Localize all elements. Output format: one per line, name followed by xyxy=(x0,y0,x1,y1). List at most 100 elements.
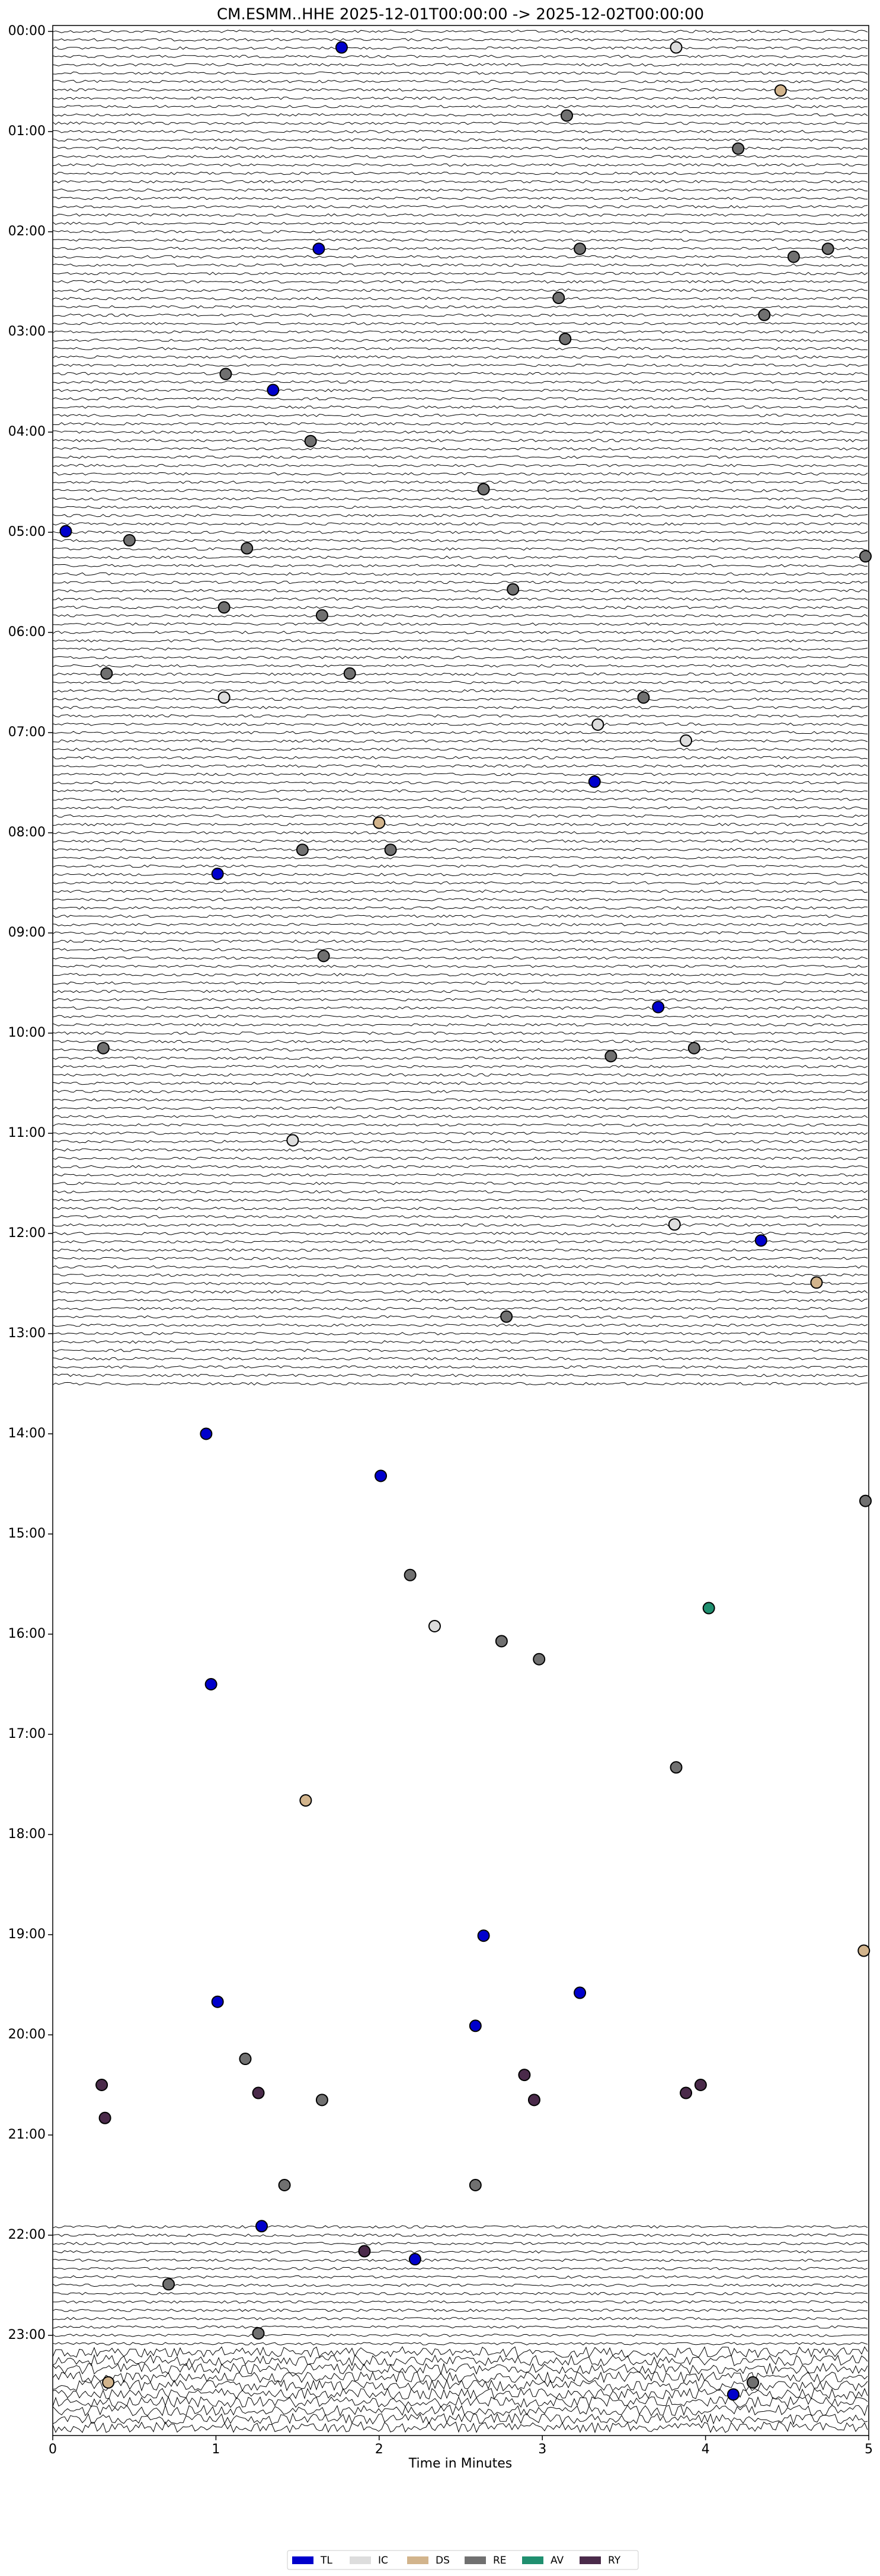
event-marker xyxy=(239,2053,252,2066)
trace xyxy=(52,338,868,342)
trace xyxy=(52,1073,868,1077)
trace xyxy=(52,514,868,517)
event-marker xyxy=(252,2327,265,2340)
event-marker xyxy=(559,333,572,346)
trace xyxy=(52,2379,868,2392)
trace xyxy=(52,288,868,292)
trace xyxy=(52,2233,868,2237)
trace xyxy=(52,1324,868,1327)
event-marker xyxy=(97,1041,110,1054)
trace xyxy=(52,2334,868,2337)
trace xyxy=(52,305,868,309)
event-marker xyxy=(335,41,348,54)
y-tick-label: 00:00 xyxy=(8,24,46,39)
trace xyxy=(52,1165,868,1169)
event-marker xyxy=(732,142,745,155)
trace xyxy=(52,1281,868,1286)
trace xyxy=(52,1357,868,1360)
event-marker xyxy=(343,667,356,680)
trace xyxy=(52,1315,868,1319)
event-marker xyxy=(810,1276,823,1289)
trace xyxy=(52,2362,868,2375)
trace xyxy=(52,1015,868,1018)
trace xyxy=(52,2371,868,2383)
trace xyxy=(52,1382,868,1386)
y-tick-label: 20:00 xyxy=(8,2027,46,2042)
trace xyxy=(52,1365,868,1369)
event-marker xyxy=(278,2179,291,2191)
y-tick-label: 23:00 xyxy=(8,2328,46,2342)
trace xyxy=(52,2317,868,2321)
trace xyxy=(52,388,868,392)
trace xyxy=(52,705,868,709)
event-marker xyxy=(495,1635,508,1648)
trace xyxy=(52,171,868,175)
trace xyxy=(52,122,868,125)
trace xyxy=(52,1332,868,1335)
trace xyxy=(52,789,868,793)
trace xyxy=(52,1173,868,1177)
trace xyxy=(52,823,868,826)
trace xyxy=(52,1273,868,1277)
trace xyxy=(52,372,868,376)
trace xyxy=(52,1123,868,1127)
trace xyxy=(52,539,868,542)
trace xyxy=(52,464,868,468)
trace xyxy=(52,614,868,618)
event-marker xyxy=(315,609,328,622)
trace xyxy=(52,931,868,935)
trace xyxy=(53,781,868,785)
event-marker xyxy=(477,482,490,496)
event-marker xyxy=(200,1427,213,1440)
event-marker xyxy=(518,2069,531,2082)
event-marker xyxy=(102,2376,115,2389)
trace xyxy=(52,439,868,442)
event-marker xyxy=(774,84,787,97)
trace xyxy=(52,589,868,593)
trace xyxy=(52,530,868,534)
legend-swatch xyxy=(350,2556,371,2564)
trace xyxy=(52,1348,868,1352)
event-marker xyxy=(304,434,317,448)
legend-swatch xyxy=(580,2556,601,2564)
legend-label: RE xyxy=(493,2555,507,2567)
trace xyxy=(52,672,868,676)
trace xyxy=(52,989,868,993)
event-marker xyxy=(588,775,601,788)
trace xyxy=(52,606,868,609)
trace xyxy=(52,1240,868,1244)
trace xyxy=(52,689,868,693)
trace xyxy=(52,522,868,526)
event-marker xyxy=(754,1234,767,1247)
event-marker xyxy=(702,1602,715,1615)
trace xyxy=(52,1373,868,1378)
event-marker xyxy=(286,1134,299,1147)
trace xyxy=(52,2300,868,2304)
trace xyxy=(52,205,868,209)
trace xyxy=(52,296,868,301)
trace xyxy=(52,1056,868,1060)
y-tick-label: 18:00 xyxy=(8,1827,46,1842)
trace xyxy=(52,2412,868,2425)
y-tick-label: 15:00 xyxy=(8,1526,46,1541)
trace xyxy=(52,71,868,75)
trace xyxy=(52,714,868,718)
event-marker xyxy=(637,691,650,704)
event-marker xyxy=(59,525,72,538)
x-axis-label: Time in Minutes xyxy=(408,2456,513,2471)
trace xyxy=(52,906,868,910)
trace xyxy=(52,973,868,977)
trace xyxy=(52,1140,868,1143)
y-tick-label: 03:00 xyxy=(8,324,46,339)
event-marker xyxy=(727,2388,740,2401)
trace xyxy=(52,923,868,926)
trace xyxy=(52,964,868,969)
trace xyxy=(52,2267,868,2271)
y-tick-label: 19:00 xyxy=(8,1927,46,1942)
trace xyxy=(52,1065,868,1069)
trace xyxy=(52,1257,868,1260)
trace xyxy=(52,1132,868,1135)
trace xyxy=(52,2388,868,2400)
event-marker xyxy=(123,534,136,547)
